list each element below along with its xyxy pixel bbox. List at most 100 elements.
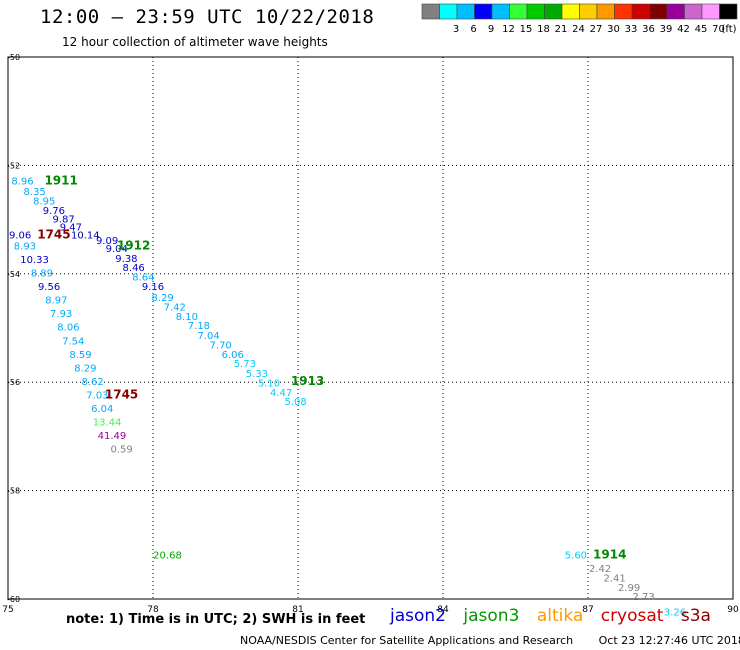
lon-tick-label: 90 — [727, 605, 739, 615]
lat-tick-label: -58 — [7, 487, 20, 496]
color-legend: 3 6 9 12 15 18 21 24 27 30 33 36 39 42 45 70(ft) — [421, 3, 738, 35]
wave-height-value: 7.93 — [50, 309, 72, 320]
wave-height-value: 8.35 — [23, 187, 45, 198]
legend-label: 33 — [625, 24, 638, 35]
wave-height-value: 9.04 — [106, 244, 128, 255]
legend-label: 27 — [590, 24, 603, 35]
satellite-altika: altika — [536, 606, 584, 626]
wave-height-value: 7.03 — [86, 390, 108, 401]
lon-tick-label: 87 — [582, 605, 593, 615]
wave-height-value: 9.87 — [52, 214, 74, 225]
wave-height-value: 2.42 — [589, 564, 611, 575]
legend-label: 12 — [502, 24, 515, 35]
wave-height-value: 7.70 — [210, 341, 232, 352]
wave-height-value: 7.18 — [188, 321, 210, 332]
lon-tick-label: 84 — [437, 605, 449, 615]
wave-height-value: 2.99 — [618, 583, 640, 594]
footer: NOAA/NESDIS Center for Satellite Applica… — [240, 634, 740, 647]
wave-height-value: 8.64 — [132, 272, 154, 283]
wave-height-value: 5.08 — [284, 397, 306, 408]
pass-time-label: 1911 — [44, 173, 77, 187]
wave-height-value: 5.33 — [246, 369, 268, 380]
satellite-cryosat: cryosat — [600, 606, 664, 626]
wave-height-value: 9.06 — [9, 231, 31, 242]
satellite-jason3: jason3 — [463, 606, 520, 626]
wave-height-value: 0.59 — [110, 445, 132, 456]
wave-height-value: 5.73 — [234, 359, 256, 370]
legend-label: 70 — [712, 24, 725, 35]
pass-time-label: 1913 — [291, 374, 324, 388]
wave-height-value: 7.54 — [62, 336, 84, 347]
lat-tick-label: -52 — [7, 161, 20, 170]
wave-height-value: 8.62 — [81, 377, 103, 388]
wave-height-value: 2.73 — [632, 592, 654, 603]
legend-label: 9 — [488, 24, 494, 35]
legend-label: 21 — [555, 24, 568, 35]
wave-height-value: 8.29 — [74, 363, 96, 374]
legend-label: 42 — [677, 24, 690, 35]
lon-tick-label: 78 — [147, 605, 159, 615]
footer-credit: NOAA/NESDIS Center for Satellite Applica… — [240, 634, 574, 647]
legend-label: 3 — [453, 24, 459, 35]
footnote: note: 1) Time is in UTC; 2) SWH is in fe… — [66, 612, 366, 627]
wave-height-value: 5.10 — [258, 379, 280, 390]
legend-label: 24 — [572, 24, 585, 35]
lat-tick-label: -54 — [7, 270, 20, 279]
wave-height-value: 9.56 — [38, 282, 60, 293]
legend-label: 36 — [642, 24, 655, 35]
wave-height-value: 8.10 — [176, 312, 198, 323]
wave-height-value: 13.44 — [93, 418, 122, 429]
wave-height-value: 8.96 — [11, 176, 33, 187]
page-subtitle: 12 hour collection of altimeter wave hei… — [62, 35, 328, 49]
wave-height-value: 8.89 — [31, 269, 53, 280]
wave-height-value: 8.59 — [69, 350, 91, 361]
wave-height-value: 2.41 — [603, 574, 625, 585]
legend-label: 6 — [470, 24, 476, 35]
lon-tick-label: 75 — [2, 605, 13, 615]
satellite-legend: jason2 jason3 altika cryosat s3a — [390, 606, 723, 626]
wave-height-value: 8.97 — [45, 296, 67, 307]
wave-height-value: 7.04 — [197, 331, 219, 342]
wave-height-value: 8.06 — [57, 323, 79, 334]
pass-time-label: 1745 — [37, 228, 70, 242]
wave-height-value: 7.42 — [164, 303, 186, 314]
lon-tick-label: 81 — [292, 605, 303, 615]
pass-time-label: 1912 — [117, 238, 150, 252]
wave-height-value: 8.93 — [14, 241, 36, 252]
legend-unit: (ft) — [722, 24, 737, 35]
wave-height-value: 9.09 — [96, 236, 118, 247]
legend-swatch — [719, 3, 738, 20]
lat-tick-label: -56 — [7, 378, 20, 387]
lat-tick-label: -60 — [7, 595, 20, 604]
wave-height-value: 9.76 — [43, 206, 65, 217]
wave-height-value: 9.47 — [60, 222, 82, 233]
wave-height-value: 41.49 — [98, 431, 127, 442]
legend-label: 18 — [537, 24, 550, 35]
wave-height-value: 8.95 — [33, 196, 55, 207]
wave-height-value: 5.60 — [565, 550, 587, 561]
wave-height-value: 9.16 — [142, 282, 164, 293]
legend-label: 39 — [660, 24, 673, 35]
wave-height-value: 8.46 — [123, 263, 145, 274]
wave-height-value: 20.68 — [153, 550, 182, 561]
pass-time-label: 1745 — [105, 387, 138, 401]
wave-height-value: 8.29 — [152, 293, 174, 304]
lat-tick-label: -50 — [7, 53, 20, 62]
wave-height-value: 6.04 — [91, 404, 113, 415]
wave-height-value: 3.26 — [664, 607, 686, 618]
page-title: 12:00 – 23:59 UTC 10/22/2018 — [40, 6, 375, 28]
map-frame — [7, 56, 734, 600]
wave-height-value: 6.06 — [222, 350, 244, 361]
legend-label: 30 — [607, 24, 620, 35]
legend-label: 15 — [520, 24, 533, 35]
legend-label: 45 — [695, 24, 708, 35]
satellite-s3a: s3a — [680, 606, 711, 626]
pass-time-label: 1914 — [593, 547, 626, 561]
satellite-jason2: jason2 — [390, 606, 446, 626]
wave-height-value: 4.47 — [270, 388, 292, 399]
footer-timestamp: Oct 23 12:27:46 UTC 2018 — [598, 634, 740, 647]
wave-height-value: 10.14 — [71, 231, 100, 242]
wave-height-value: 10.33 — [20, 255, 49, 266]
wave-height-value: 9.38 — [115, 254, 137, 265]
